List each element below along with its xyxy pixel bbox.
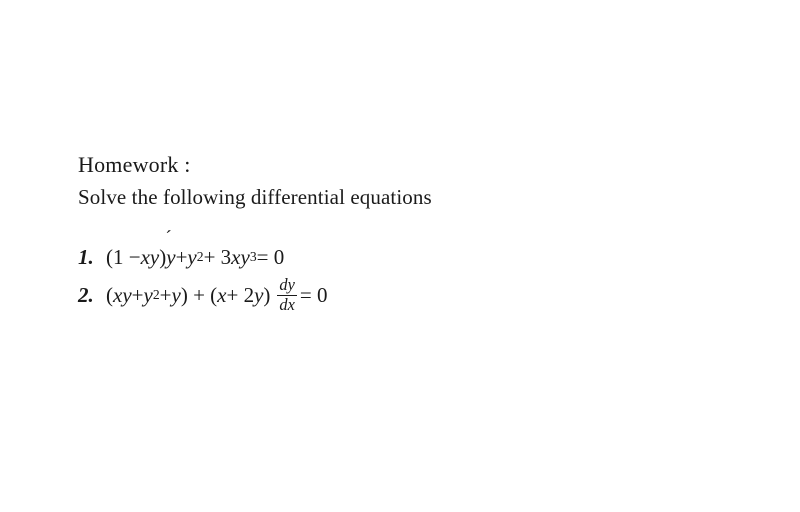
eq-text: + 3 xyxy=(204,245,232,270)
fraction-numerator: dy xyxy=(277,277,296,295)
eq-text: ) xyxy=(263,283,270,308)
subheading: Solve the following differential equatio… xyxy=(78,183,740,212)
eq-var: xy xyxy=(231,245,250,270)
heading: Homework : xyxy=(78,150,740,181)
equation-1: (1 − xy ) y ́ + y 2 + 3 xy 3 = 0 xyxy=(106,245,284,270)
list-item: 2. ( xy + y 2 + y ) + ( x + 2 y ) dy dx xyxy=(78,278,740,312)
eq-var: y xyxy=(172,283,181,308)
eq-text: = 0 xyxy=(257,245,285,270)
eq-text: + 2 xyxy=(227,283,255,308)
document-page: Homework : Solve the following different… xyxy=(0,0,800,512)
eq-text: (1 − xyxy=(106,245,141,270)
eq-text: + xyxy=(160,283,172,308)
fraction-dy-dx: dy dx xyxy=(277,277,296,313)
eq-var: x xyxy=(217,283,226,308)
fraction-denominator: dx xyxy=(277,296,296,313)
eq-text: = 0 xyxy=(300,283,328,308)
eq-var: xy xyxy=(141,245,160,270)
eq-var: y xyxy=(254,283,263,308)
list-item: 1. (1 − xy ) y ́ + y 2 + 3 xy 3 = 0 xyxy=(78,240,740,274)
equation-list: 1. (1 − xy ) y ́ + y 2 + 3 xy 3 = 0 2. xyxy=(78,240,740,312)
eq-var: y xyxy=(144,283,153,308)
eq-text: + xyxy=(176,245,188,270)
item-number: 2. xyxy=(78,283,106,308)
eq-text: ) + ( xyxy=(181,283,217,308)
eq-var: y xyxy=(166,245,175,269)
eq-var: xy xyxy=(113,283,132,308)
item-number: 1. xyxy=(78,245,106,270)
eq-var: y xyxy=(187,245,196,270)
eq-text: + xyxy=(132,283,144,308)
equation-2: ( xy + y 2 + y ) + ( x + 2 y ) dy dx = 0 xyxy=(106,277,327,313)
eq-text: ( xyxy=(106,283,113,308)
y-prime: y ́ xyxy=(166,245,175,270)
